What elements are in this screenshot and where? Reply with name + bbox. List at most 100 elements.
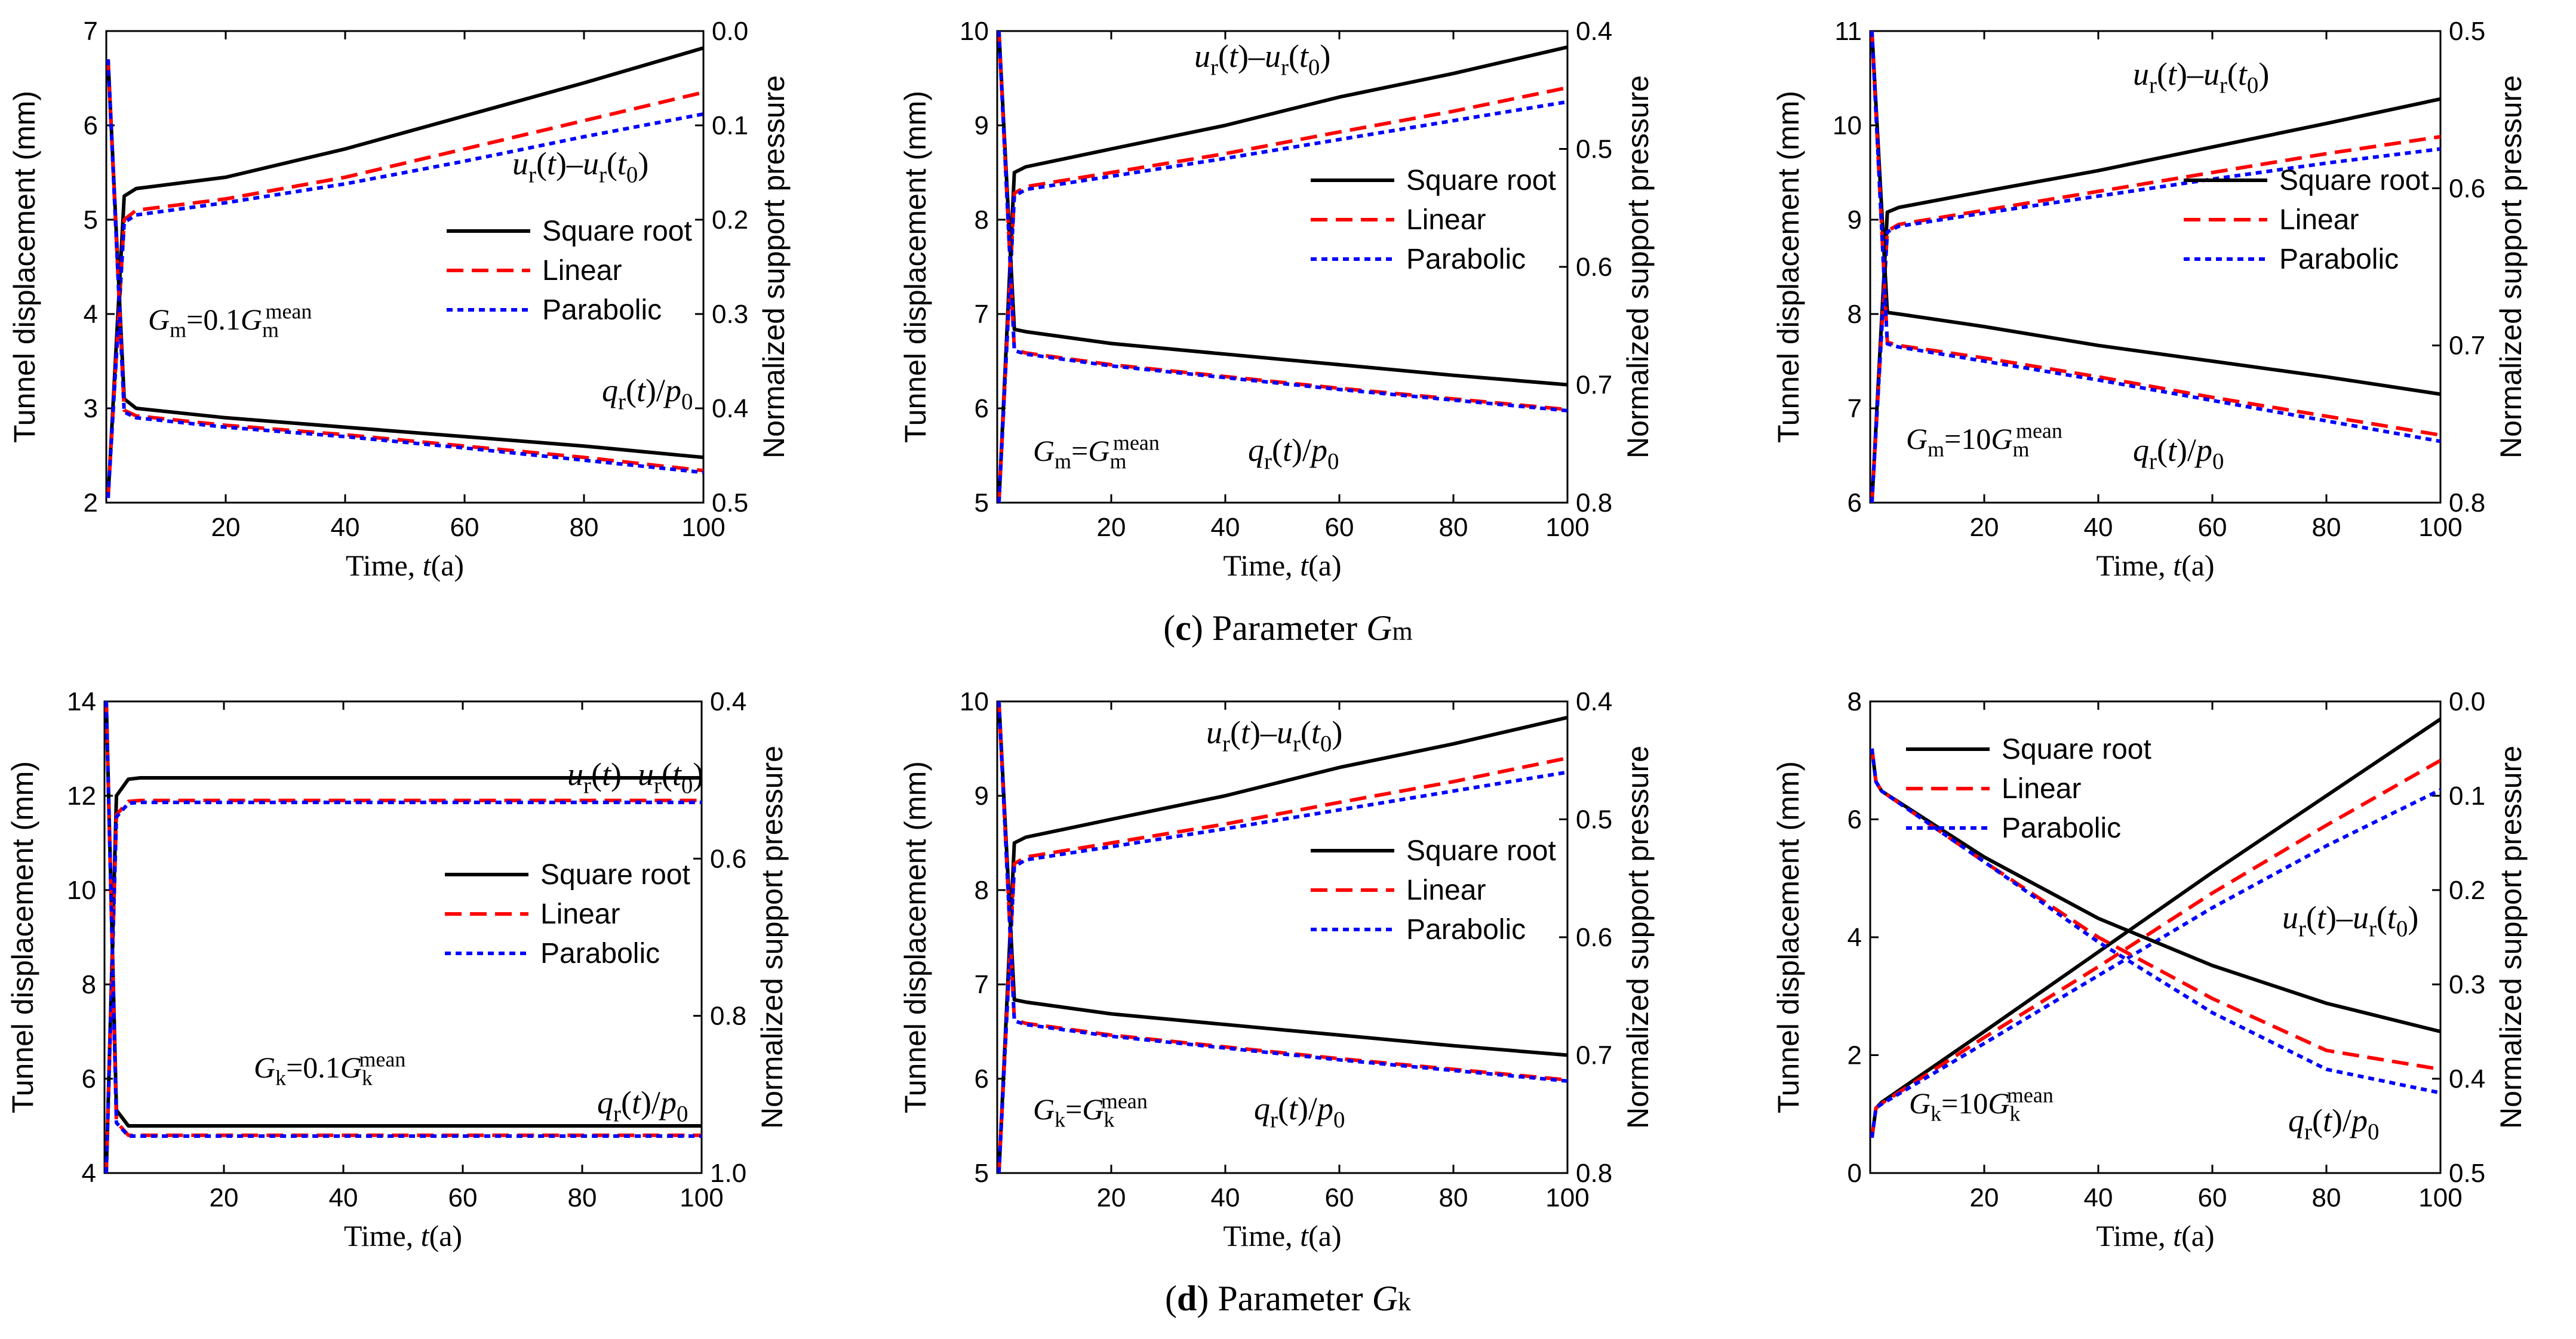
x-tick-label: 20 (1097, 1183, 1126, 1212)
legend-label: Square root (2279, 165, 2429, 196)
x-tick-label: 40 (2084, 513, 2113, 542)
y2-tick-label: 0.4 (710, 687, 746, 716)
plot-frame (1869, 30, 2442, 504)
y-tick-label: 9 (975, 781, 989, 811)
series-u-linear (997, 85, 1567, 503)
annotation-displacement: ur(t)–ur(t0) (2282, 900, 2418, 942)
y-tick-label: 9 (1848, 205, 1862, 235)
legend-label: Parabolic (542, 294, 662, 326)
y-tick-label: 12 (67, 781, 96, 811)
y2-tick-label: 0.5 (2449, 1159, 2485, 1188)
y2-tick-label: 0.2 (712, 205, 748, 235)
y2-tick-label: 0.4 (712, 394, 748, 423)
x-tick-label: 40 (2084, 1183, 2113, 1212)
x-tick-label: 80 (2312, 513, 2341, 542)
annotation-parameter: Gk=Gkmean (1033, 1089, 1148, 1132)
y-tick-label: 9 (975, 111, 989, 140)
series-q-parabolic (1870, 31, 2440, 444)
y-tick-label: 6 (82, 1064, 96, 1094)
legend: Square root Linear Parabolic (1311, 165, 1556, 275)
x-tick-label: 60 (2198, 513, 2227, 542)
legend-label: Linear (1406, 875, 1486, 906)
y2-tick-label: 0.6 (2449, 174, 2485, 203)
x-tick-label: 60 (1325, 513, 1354, 542)
series-u-linear (997, 756, 1567, 1173)
series-u-square-root (106, 46, 703, 498)
chart-panel-d-2: 20 40 60 80 100 5 6 7 8 9 10 0.4 0.5 0.6 0.7 0.8 Time, t… (899, 687, 1655, 1252)
y-axis-label: Tunnel displacement (mm) (899, 91, 932, 443)
annotation-displacement: ur(t)–ur(t0) (2133, 56, 2269, 98)
y2-tick-label: 0.4 (1576, 17, 1612, 46)
y2-tick-label: 0.8 (710, 1002, 746, 1031)
y2-tick-label: 0.2 (2449, 876, 2485, 905)
y-axis-label: Tunnel displacement (mm) (1772, 91, 1805, 443)
chart-panel-d-3: 20 40 60 80 100 0 2 4 6 8 0.0 0.1 0.2 0.3 0.4 0.5 Time, … (1772, 687, 2528, 1252)
y-tick-label: 7 (1848, 394, 1862, 423)
y2-tick-label: 0.6 (1576, 253, 1612, 282)
x-tick-label: 100 (1545, 1183, 1589, 1212)
legend: Square root Linear Parabolic (447, 216, 692, 326)
legend: Square root Linear Parabolic (2184, 165, 2429, 275)
x-axis-label: Time, t(a) (1223, 1219, 1341, 1252)
series-q-linear (106, 59, 703, 473)
x-tick-label: 40 (1211, 1183, 1240, 1212)
section-caption-d: (d) Parameter Gk (1165, 1279, 1411, 1318)
series-q-square-root (104, 701, 702, 1128)
x-axis-label: Time, t(a) (346, 549, 464, 582)
y-tick-label: 8 (1848, 687, 1862, 716)
y-tick-label: 3 (84, 394, 98, 423)
x-tick-label: 100 (1545, 513, 1589, 542)
series-q-square-root (997, 31, 1567, 387)
y-axis-label: Tunnel displacement (mm) (899, 761, 932, 1113)
series-u-parabolic (1870, 788, 2440, 1138)
annotation-pressure: qr(t)/p0 (1254, 1091, 1345, 1133)
legend-label: Square root (1406, 835, 1556, 867)
legend-label: Linear (2279, 204, 2359, 236)
x-tick-label: 60 (2198, 1183, 2227, 1212)
x-tick-label: 80 (1439, 513, 1468, 542)
y2-axis-label: Normalized support pressure (1621, 75, 1655, 458)
y-tick-label: 8 (82, 970, 96, 999)
y2-axis-label: Normalized support pressure (2494, 746, 2528, 1129)
x-tick-label: 40 (329, 1183, 358, 1212)
y-tick-label: 8 (975, 205, 989, 235)
y2-tick-label: 0.5 (2449, 17, 2485, 46)
y-tick-label: 6 (975, 394, 989, 423)
x-tick-label: 40 (1211, 513, 1240, 542)
x-tick-label: 80 (570, 513, 599, 542)
series-u-linear (106, 90, 703, 498)
annotation-displacement: ur(t)–ur(t0) (1194, 38, 1330, 81)
y2-tick-label: 0.6 (1576, 923, 1612, 952)
y2-axis-label: Normalized support pressure (2494, 75, 2528, 458)
y-tick-label: 10 (67, 876, 96, 905)
legend-label: Square root (540, 859, 690, 891)
x-axis-label: Time, t(a) (344, 1219, 462, 1252)
legend-label: Square root (542, 216, 692, 247)
y2-tick-label: 0.0 (712, 17, 748, 46)
y2-tick-label: 0.4 (1576, 687, 1612, 716)
x-tick-label: 20 (1970, 1183, 1999, 1212)
y-tick-label: 10 (960, 17, 989, 46)
x-axis-label: Time, t(a) (1223, 549, 1341, 582)
y-tick-label: 10 (1833, 111, 1862, 140)
annotation-parameter: Gk=0.1Gkmean (254, 1048, 405, 1090)
annotation-parameter: Gm=0.1Gmmean (148, 300, 312, 342)
y2-tick-label: 0.1 (2449, 781, 2485, 811)
x-tick-label: 20 (211, 513, 241, 542)
y2-tick-label: 0.8 (1576, 1159, 1612, 1188)
y-tick-label: 10 (960, 687, 989, 716)
x-tick-label: 60 (450, 513, 479, 542)
series-u-linear (104, 798, 702, 1173)
legend-label: Linear (540, 898, 620, 930)
y-tick-label: 2 (84, 488, 98, 518)
y2-tick-label: 0.5 (1576, 135, 1612, 164)
series-q-parabolic (997, 701, 1567, 1083)
series-u-square-root (104, 776, 702, 1173)
plot-frame (103, 700, 703, 1174)
y-axis-label: Tunnel displacement (mm) (1772, 761, 1805, 1113)
legend-label: Parabolic (2279, 244, 2399, 275)
annotation-pressure: qr(t)/p0 (597, 1085, 688, 1127)
x-tick-label: 80 (568, 1183, 597, 1212)
x-tick-label: 60 (1325, 1183, 1354, 1212)
